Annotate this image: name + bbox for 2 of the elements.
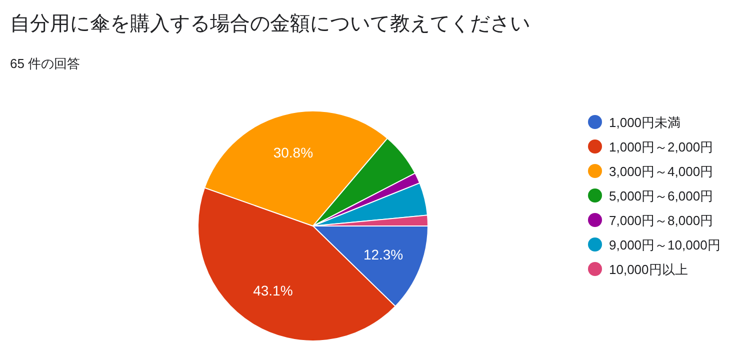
subtitle: 65 件の回答 [10,56,80,71]
title: 自分用に傘を購入する場合の金額について教えてください [10,13,530,35]
